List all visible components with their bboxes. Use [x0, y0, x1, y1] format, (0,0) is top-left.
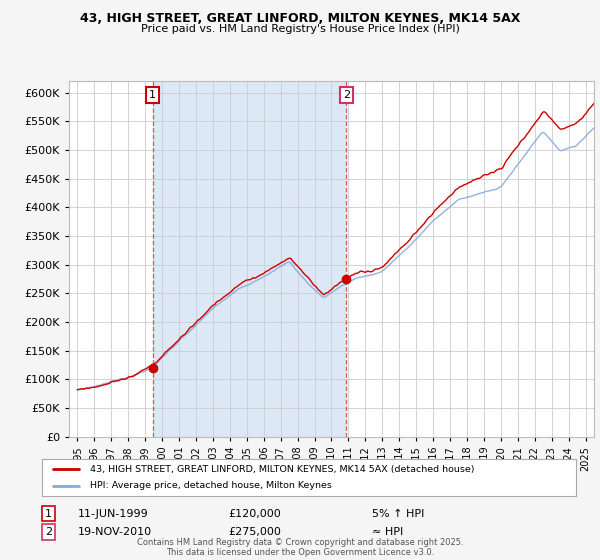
Text: 1: 1: [149, 90, 156, 100]
Text: 5% ↑ HPI: 5% ↑ HPI: [372, 508, 424, 519]
Text: 2: 2: [343, 90, 350, 100]
Bar: [152, 81, 346, 437]
Text: £120,000: £120,000: [228, 508, 281, 519]
Text: Contains HM Land Registry data © Crown copyright and database right 2025.
This d: Contains HM Land Registry data © Crown c…: [137, 538, 463, 557]
Text: 43, HIGH STREET, GREAT LINFORD, MILTON KEYNES, MK14 5AX: 43, HIGH STREET, GREAT LINFORD, MILTON K…: [80, 12, 520, 25]
Text: Price paid vs. HM Land Registry's House Price Index (HPI): Price paid vs. HM Land Registry's House …: [140, 24, 460, 34]
Text: 43, HIGH STREET, GREAT LINFORD, MILTON KEYNES, MK14 5AX (detached house): 43, HIGH STREET, GREAT LINFORD, MILTON K…: [90, 465, 475, 474]
Text: 19-NOV-2010: 19-NOV-2010: [78, 527, 152, 537]
Text: £275,000: £275,000: [228, 527, 281, 537]
Text: HPI: Average price, detached house, Milton Keynes: HPI: Average price, detached house, Milt…: [90, 481, 332, 490]
Text: ≈ HPI: ≈ HPI: [372, 527, 403, 537]
Text: 2: 2: [45, 527, 52, 537]
Text: 11-JUN-1999: 11-JUN-1999: [78, 508, 149, 519]
Text: 1: 1: [45, 508, 52, 519]
